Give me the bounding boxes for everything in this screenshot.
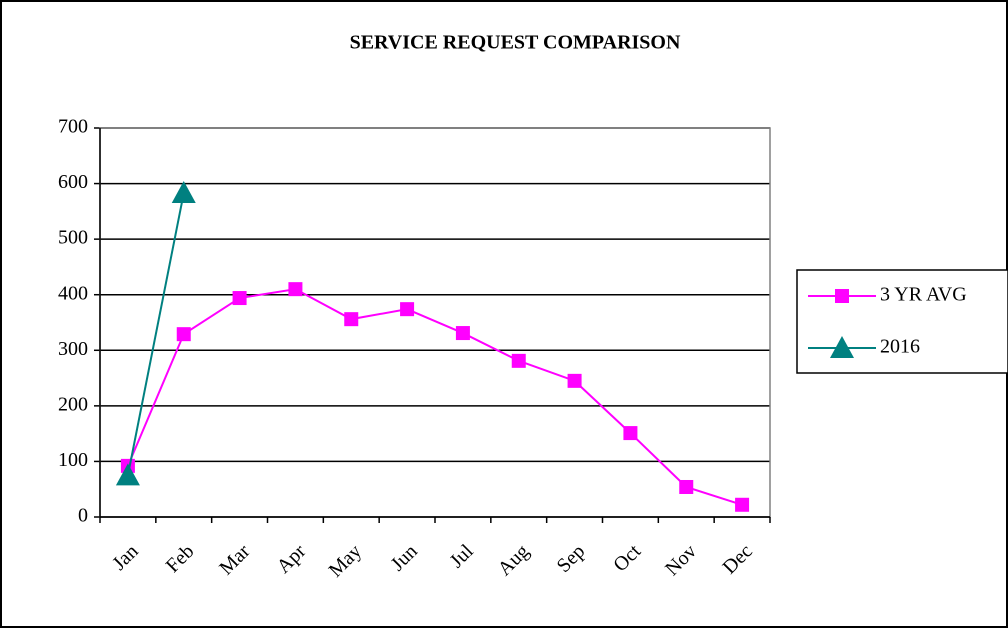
legend-label: 3 YR AVG xyxy=(880,284,967,306)
data-point xyxy=(288,282,303,297)
y-tick-label: 600 xyxy=(58,171,88,193)
data-point xyxy=(455,326,470,341)
data-point xyxy=(511,353,526,368)
legend-marker xyxy=(835,289,849,303)
data-point xyxy=(176,327,191,342)
data-point xyxy=(735,497,750,512)
data-point xyxy=(679,479,694,494)
y-tick-label: 300 xyxy=(58,338,88,360)
data-point xyxy=(115,463,140,486)
series-line xyxy=(126,192,185,476)
data-point xyxy=(623,426,638,441)
legend-label: 2016 xyxy=(880,336,920,358)
y-tick-label: 100 xyxy=(58,449,88,471)
y-tick-label: 200 xyxy=(58,393,88,415)
y-tick-label: 0 xyxy=(78,505,88,527)
data-point xyxy=(171,181,196,204)
chart-title: SERVICE REQUEST COMPARISON xyxy=(350,32,681,54)
y-tick-label: 700 xyxy=(58,116,88,138)
series-line xyxy=(126,288,743,506)
data-point xyxy=(344,312,359,327)
data-point xyxy=(400,302,415,317)
legend-marker xyxy=(830,336,854,358)
data-point xyxy=(232,291,247,306)
y-tick-label: 500 xyxy=(58,227,88,249)
data-point xyxy=(567,373,582,388)
y-tick-label: 400 xyxy=(58,282,88,304)
